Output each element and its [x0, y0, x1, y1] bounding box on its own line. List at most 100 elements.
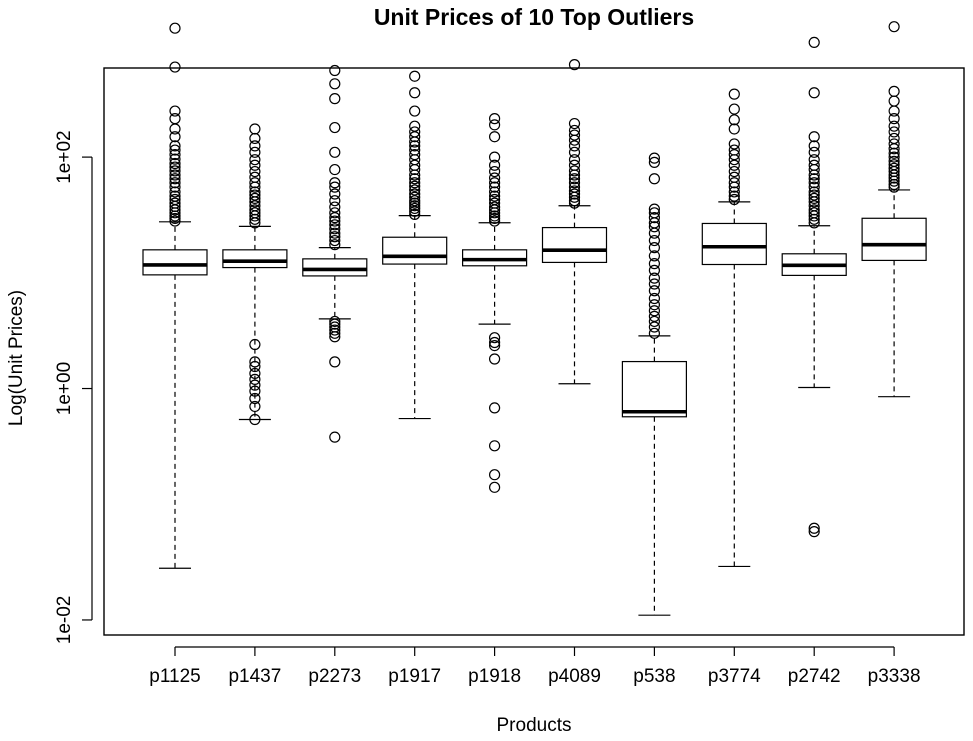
outlier-point	[409, 202, 421, 215]
outlier-point	[169, 144, 181, 156]
outlier-point	[329, 227, 341, 239]
outlier-point	[409, 184, 421, 196]
outlier-point	[249, 123, 261, 135]
outlier-point	[568, 154, 581, 166]
x-axis-label: Products	[497, 715, 572, 736]
outlier-point	[728, 138, 740, 150]
outlier-point	[489, 332, 501, 344]
outlier-point	[329, 163, 341, 176]
outlier-point	[568, 181, 581, 193]
outlier-point	[489, 159, 501, 171]
outlier-point	[489, 469, 501, 481]
iqr-box	[222, 249, 288, 269]
outlier-point	[489, 172, 501, 184]
outlier-point	[249, 367, 261, 380]
outlier-point	[648, 327, 661, 339]
x-tick-label: p2273	[308, 666, 361, 687]
outlier-point	[169, 186, 181, 198]
x-axis: p1125 p1437 p2273 p1917 p1918 p4089 p538 p3774 p…	[149, 646, 921, 687]
outlier-point	[808, 204, 820, 216]
x-tick-label: p1437	[228, 666, 281, 687]
outlier-point	[568, 165, 581, 177]
outlier-point	[648, 264, 661, 276]
outlier-point	[169, 193, 181, 206]
outlier-point	[329, 181, 341, 193]
outlier-point	[329, 121, 341, 134]
boxes	[142, 21, 927, 616]
outlier-point	[169, 149, 181, 161]
outlier-point	[648, 212, 661, 224]
outlier-point	[808, 154, 820, 166]
outlier-point	[568, 188, 581, 200]
outlier-point	[329, 93, 341, 105]
x-tick-label: p1125	[149, 666, 200, 687]
outlier-point	[568, 59, 581, 71]
outlier-point	[249, 392, 261, 405]
y-tick-label: 1e-02	[54, 596, 75, 645]
box-group-p2273	[302, 64, 368, 443]
outlier-point	[648, 292, 661, 305]
outlier-point	[568, 129, 581, 141]
outlier-point	[728, 149, 740, 161]
outlier-point	[808, 140, 820, 152]
outlier-point	[888, 120, 900, 132]
outlier-point	[489, 197, 501, 209]
outlier-point	[409, 195, 421, 207]
outlier-point	[329, 327, 341, 339]
outlier-point	[249, 146, 261, 158]
outlier-point	[249, 207, 261, 219]
outlier-point	[409, 144, 421, 156]
outlier-point	[249, 200, 261, 212]
outlier-point	[409, 70, 421, 82]
outlier-point	[409, 200, 421, 212]
outlier-point	[329, 318, 341, 330]
box-group-p4089	[541, 59, 608, 385]
box-group-p2742	[781, 36, 847, 538]
outlier-point	[169, 113, 181, 125]
outlier-point	[728, 190, 740, 202]
outlier-point	[808, 87, 820, 99]
outlier-point	[888, 155, 900, 167]
outlier-point	[169, 153, 181, 165]
outlier-point	[808, 177, 820, 189]
outlier-point	[728, 177, 740, 189]
iqr-box	[302, 258, 368, 277]
outlier-point	[888, 105, 900, 117]
outlier-point	[329, 177, 341, 189]
box-group-p3774	[701, 88, 767, 568]
iqr-box	[462, 249, 528, 267]
outlier-point	[808, 192, 820, 204]
iqr-box	[621, 360, 688, 418]
outlier-point	[888, 95, 900, 107]
outlier-point	[489, 113, 501, 125]
outlier-point	[329, 324, 341, 336]
outlier-point	[648, 207, 661, 219]
outlier-point	[409, 177, 421, 189]
x-tick-label: p1917	[388, 666, 441, 687]
outlier-point	[489, 181, 501, 193]
outlier-point	[568, 124, 581, 137]
outlier-point	[648, 242, 661, 254]
outlier-point	[249, 154, 261, 166]
box-group-p1125	[142, 22, 208, 569]
outlier-point	[249, 177, 261, 189]
outlier-point	[489, 201, 501, 213]
outlier-point	[249, 413, 261, 426]
outlier-point	[888, 159, 900, 171]
x-tick-label: p538	[633, 666, 675, 687]
outlier-point	[808, 159, 820, 171]
outlier-point	[808, 181, 820, 193]
outlier-point	[489, 190, 501, 202]
outlier-point	[728, 144, 740, 156]
outlier-point	[249, 385, 261, 397]
outlier-point	[648, 152, 661, 164]
outlier-point	[728, 193, 740, 206]
outlier-point	[568, 185, 581, 197]
outlier-point	[728, 123, 740, 135]
outlier-point	[728, 165, 740, 178]
outlier-point	[728, 186, 740, 198]
outlier-point	[249, 379, 261, 391]
y-tick-label: 1e+02	[54, 130, 75, 183]
outlier-point	[568, 117, 581, 130]
x-tick-label: p2742	[788, 666, 841, 687]
